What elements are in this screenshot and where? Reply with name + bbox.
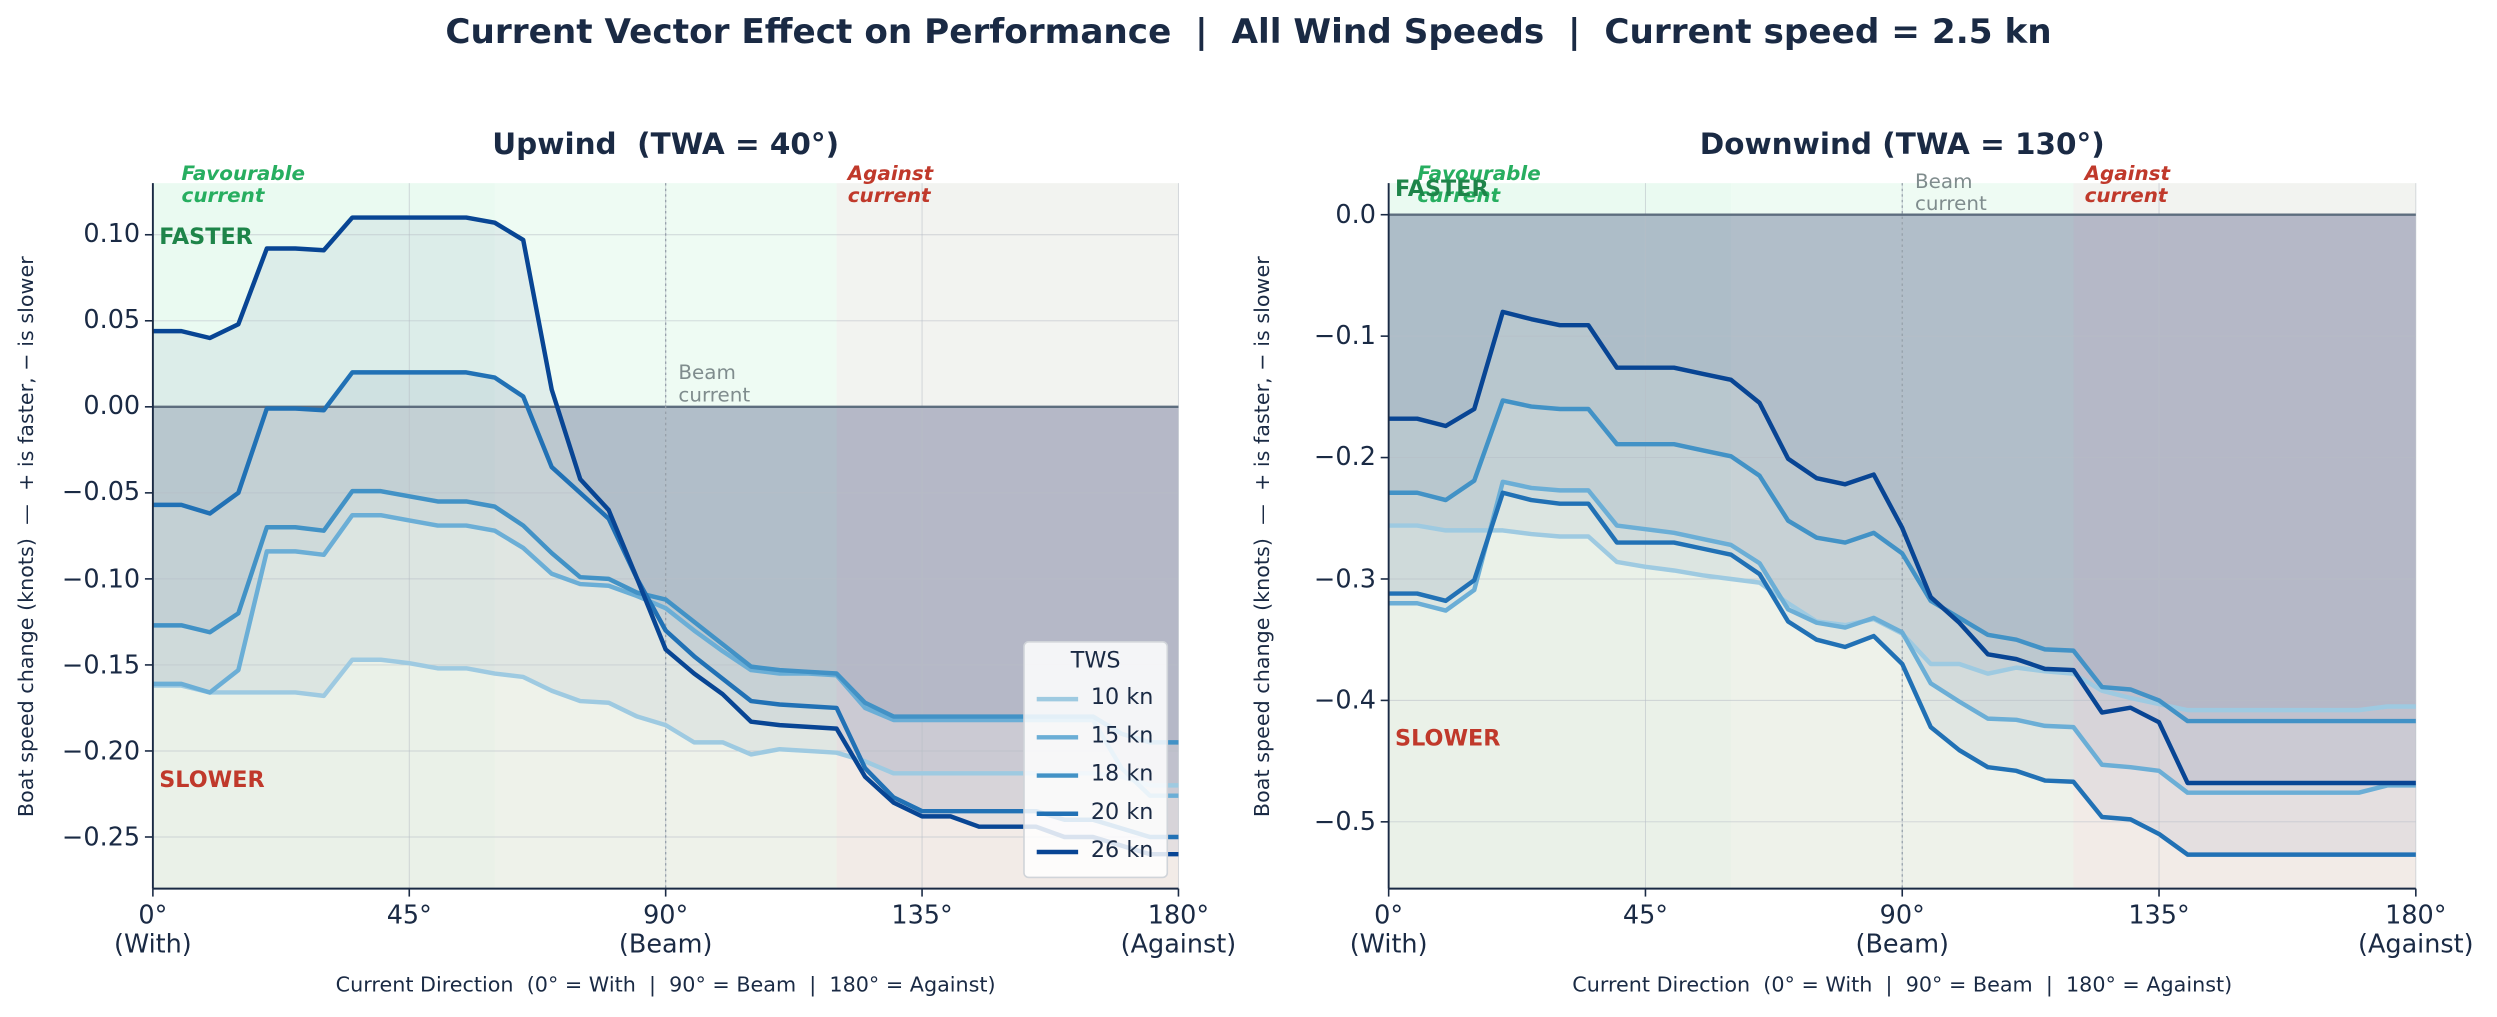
x-tick-label: 45° — [386, 899, 432, 931]
y-tick-label: −0.15 — [62, 649, 141, 680]
y-tick-label: 0.00 — [83, 390, 141, 422]
legend-label: 15 kn — [1090, 723, 1154, 749]
zone-shade — [2073, 183, 2416, 889]
x-tick-label: 180° (Against) — [2358, 899, 2474, 959]
zone-label: Against current — [847, 160, 934, 208]
x-tick-label: 90° (Beam) — [618, 899, 713, 959]
series-line — [152, 370, 1179, 840]
slower-label: SLOWER — [1395, 726, 1501, 752]
figure-title: Current Vector Effect on Performance | A… — [445, 12, 2052, 53]
y-tick-label: −0.4 — [1314, 684, 1376, 715]
series-line — [152, 657, 1179, 788]
y-tick-label: −0.20 — [62, 735, 141, 766]
series-line — [152, 512, 1179, 798]
x-tick-label: 135° — [891, 899, 953, 931]
y-tick-label: −0.5 — [1314, 805, 1376, 837]
y-tick-label: −0.10 — [62, 563, 141, 594]
y-tick-label: −0.05 — [62, 477, 141, 508]
y-tick-label: 0.0 — [1335, 198, 1376, 230]
zone-label: Beam current — [678, 360, 751, 407]
x-tick-label: 90° (Beam) — [1855, 899, 1949, 959]
series-line — [152, 488, 1179, 745]
x-axis-label: Current Direction (0° = With | 90° = Bea… — [1572, 974, 2233, 999]
y-tick-label: 0.10 — [83, 218, 141, 250]
series-line — [1388, 398, 2416, 724]
legend-label: 10 kn — [1090, 685, 1154, 711]
x-tick-label: 180° (Against) — [1120, 899, 1237, 959]
x-tick-label: 45° — [1622, 899, 1669, 931]
x-tick-label: 0° (With) — [114, 899, 192, 959]
series-line — [1388, 309, 2416, 786]
chart-title: Downwind (TWA = 130°) — [1699, 128, 2105, 162]
y-tick-label: −0.25 — [62, 821, 141, 852]
y-axis-label: Boat speed change (knots) — + is faster,… — [15, 255, 40, 817]
x-axis-label: Current Direction (0° = With | 90° = Bea… — [335, 974, 996, 999]
zone-label: Against current — [2084, 160, 2171, 208]
faster-label: FASTER — [159, 224, 253, 251]
series-line — [1388, 479, 2416, 795]
x-tick-label: 135° — [2128, 899, 2190, 931]
y-tick-label: −0.2 — [1314, 441, 1376, 472]
series-line — [152, 215, 1179, 857]
y-tick-label: −0.3 — [1314, 563, 1376, 594]
zone-shade — [152, 183, 495, 889]
slower-label: SLOWER — [159, 768, 265, 795]
y-tick-label: −0.1 — [1314, 320, 1376, 351]
legend-label: 18 kn — [1090, 761, 1154, 787]
legend-label: 26 kn — [1090, 837, 1154, 864]
zone-label: Favourable current — [1417, 160, 1541, 208]
faster-label: FASTER — [1395, 176, 1489, 203]
chart-title: Upwind (TWA = 40°) — [492, 128, 840, 162]
series-line — [1388, 490, 2416, 857]
zone-label: Beam current — [1914, 168, 1987, 215]
legend-label: 20 kn — [1090, 799, 1154, 826]
zone-label: Favourable current — [181, 160, 305, 208]
y-tick-label: 0.05 — [83, 304, 141, 336]
legend-title: TWS — [1070, 648, 1121, 674]
x-tick-label: 0° (With) — [1349, 899, 1428, 959]
y-axis-label: Boat speed change (knots) — + is faster,… — [1251, 255, 1276, 817]
